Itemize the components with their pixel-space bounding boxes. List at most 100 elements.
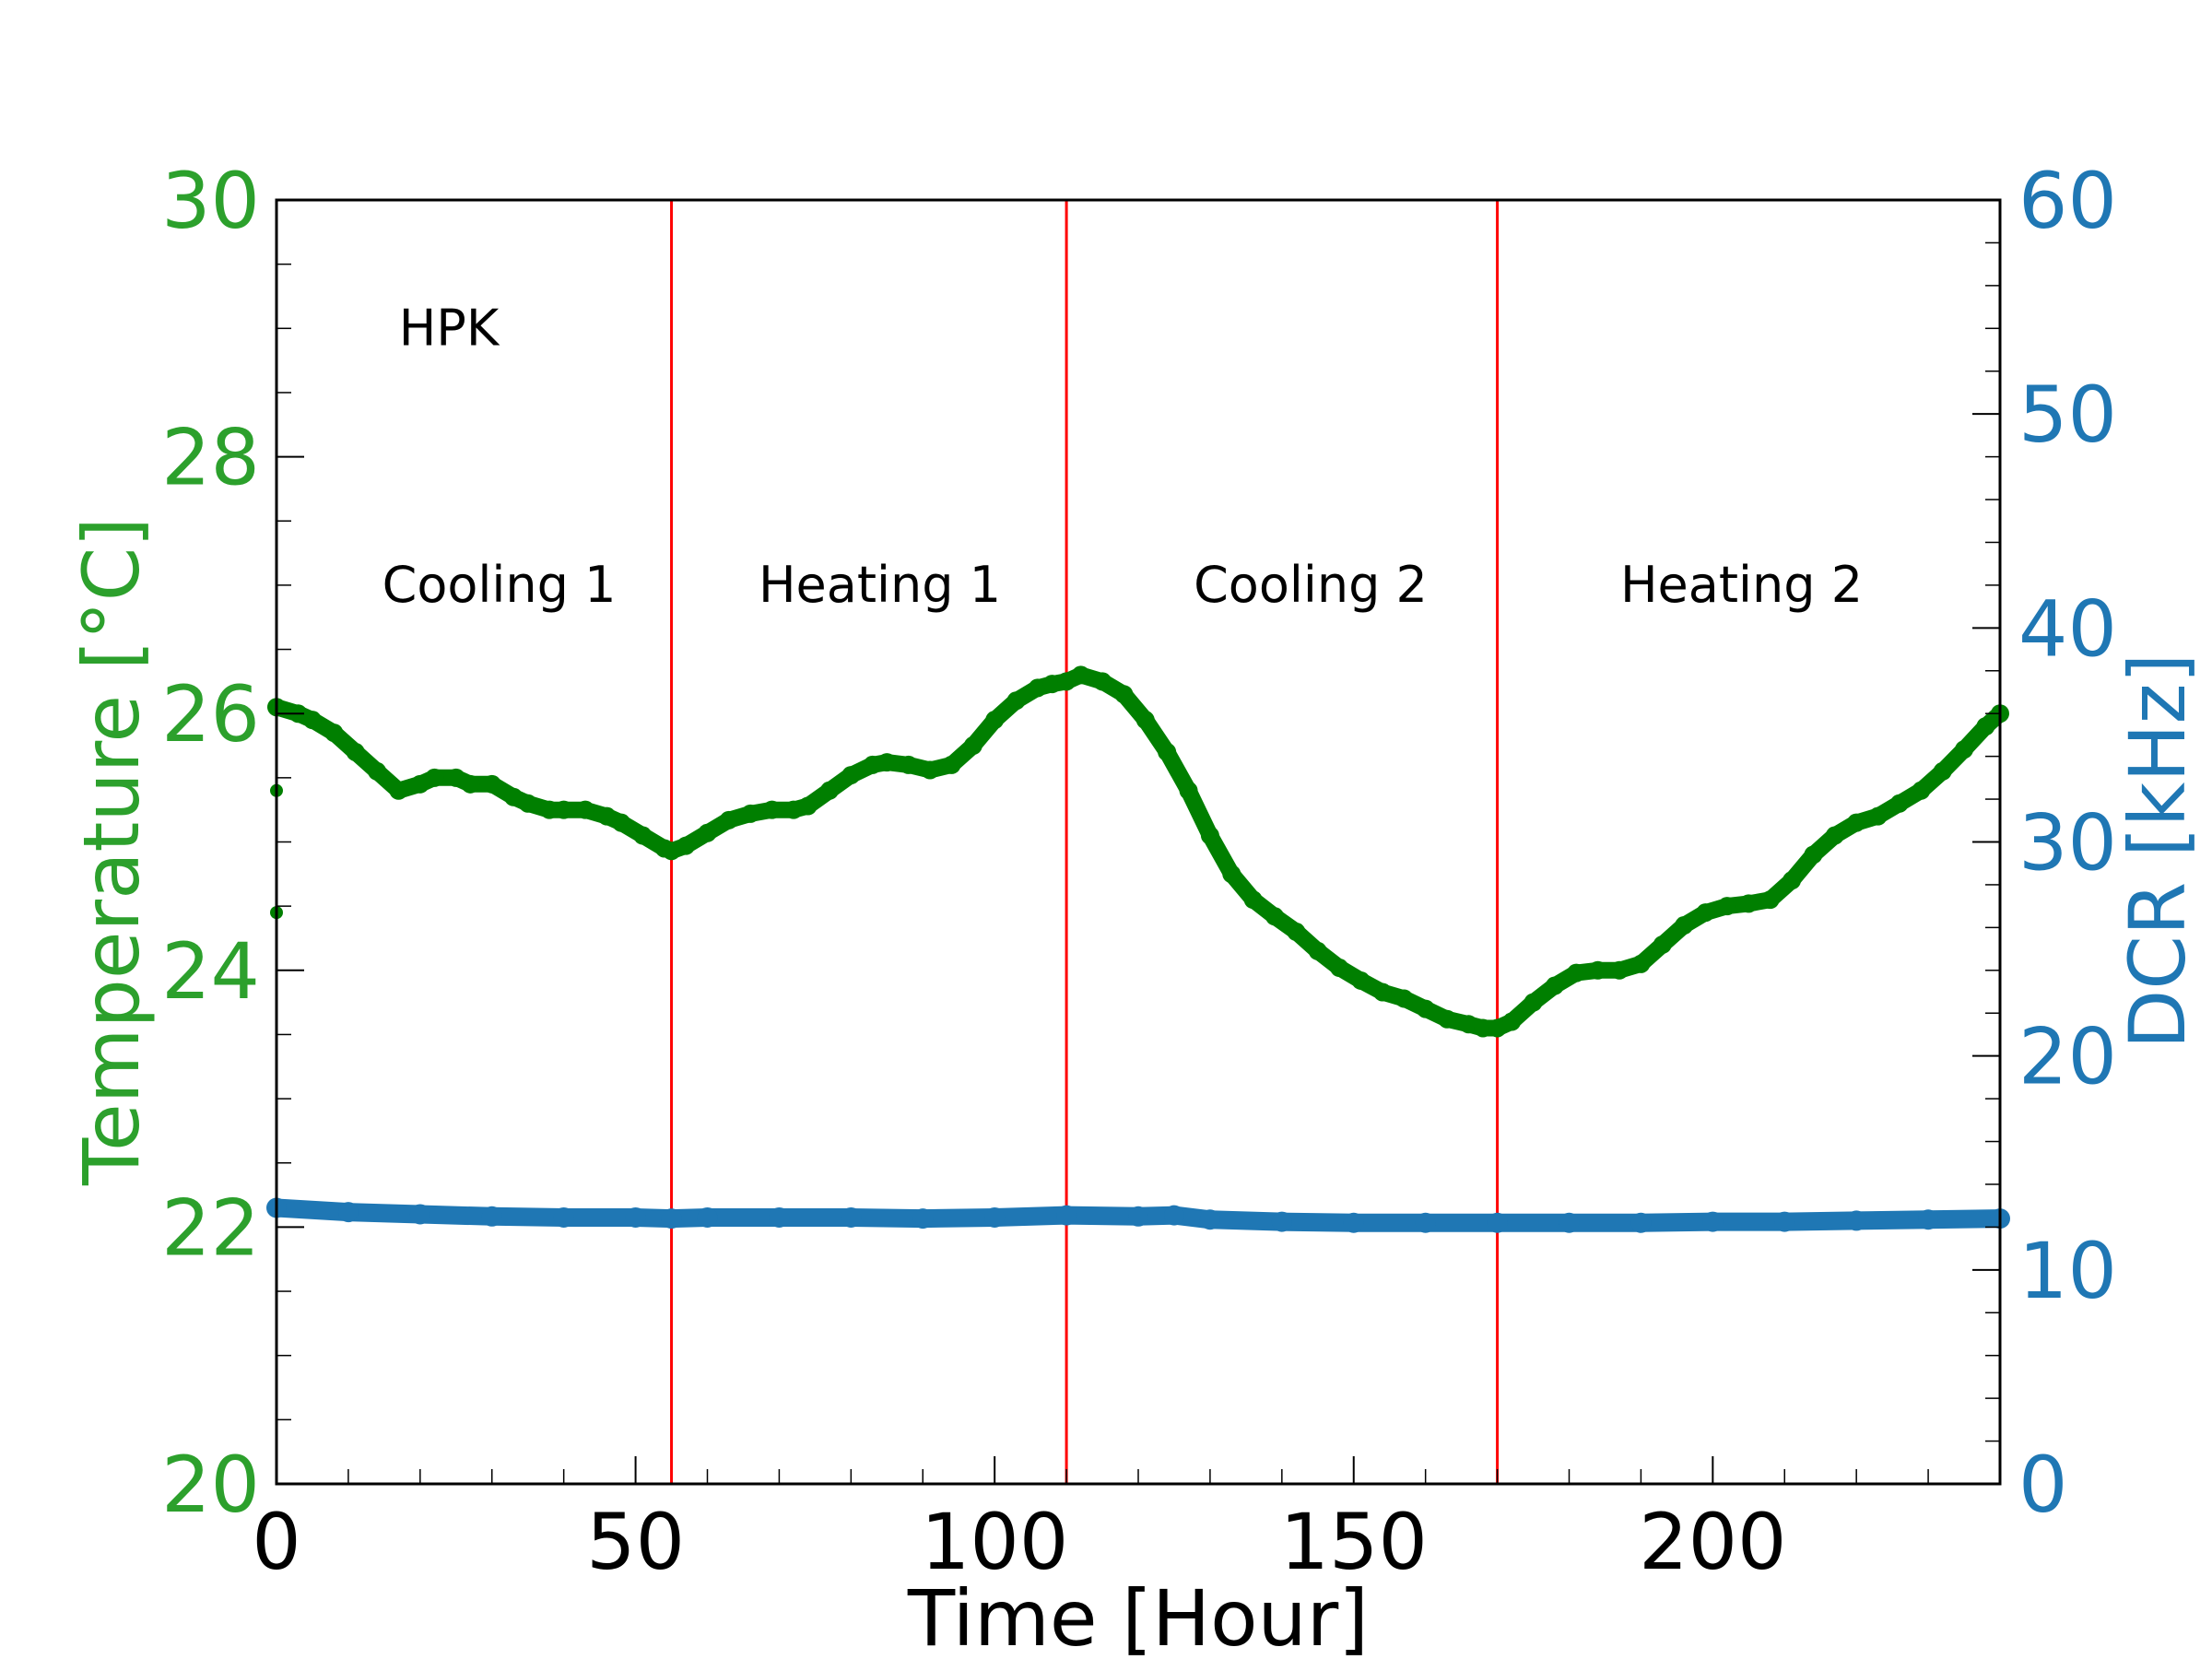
data-point-temperature [1783,871,1802,890]
data-point-temperature [877,753,897,772]
x-tick-label: 150 [1280,1497,1428,1587]
tick-marks [276,199,2001,1485]
data-point-dcr [1702,1211,1724,1232]
x-tick-label: 100 [921,1497,1068,1587]
data-point-temperature [841,766,861,785]
data-point-temperature [662,841,681,861]
data-point-temperature [1675,916,1694,935]
data-point-temperature [741,804,760,823]
data-point-temperature [1488,1018,1507,1038]
data-point-temperature [1287,923,1306,942]
data-point-temperature [1653,935,1672,954]
data-point-temperature [1502,1012,1522,1031]
data-point-temperature [1042,675,1062,694]
data-point-temperature [819,781,839,800]
x-tick-label: 200 [1639,1497,1786,1587]
data-point-temperature [389,781,408,800]
data-point-temperature [1265,907,1285,926]
data-point-temperature [1717,897,1736,916]
series-layer [266,665,2010,1233]
data-point-temperature [1933,761,1952,781]
data-point-temperature [1912,781,1931,800]
data-point-temperature [698,823,717,842]
data-point-temperature [1200,826,1219,845]
data-point-temperature [1524,993,1543,1012]
data-point-temperature [518,794,537,813]
tick-labels: 0 50 100 150 200 20 22 24 26 28 30 0 10 20 30 40 50 60 [161,156,2117,1587]
y-left-tick-label: 24 [161,926,260,1017]
annotation-3: Cooling 2 [1194,556,1428,614]
data-point-temperature [921,760,940,780]
y-left-tick-label: 28 [161,413,260,503]
data-point-temperature [1474,1018,1492,1038]
data-point-dcr [1163,1205,1184,1226]
data-point-dcr [1415,1212,1436,1233]
data-point-dcr [1774,1211,1795,1232]
x-tick-label: 50 [586,1497,685,1587]
data-point-dcr [1846,1210,1867,1231]
data-point-dcr [1559,1212,1580,1233]
data-point-temperature [1308,941,1327,960]
data-point-temperature [1330,959,1349,978]
data-point-temperature [942,755,961,774]
data-point-temperature [1804,845,1823,865]
data-point-dcr [661,1208,682,1230]
data-point-temperature [1071,665,1090,685]
data-point-temperature [1889,794,1909,813]
data-point-temperature [1825,826,1844,845]
data-point-temperature [1135,711,1155,730]
data-point-temperature [1955,740,1974,759]
data-point-temperature [302,711,322,730]
y-axis-right-title: DCR [kHz] [2112,653,2203,1050]
data-point-dcr [1056,1205,1077,1226]
annotation-1: Cooling 1 [382,556,617,614]
data-point-temperature [1222,865,1241,884]
data-point-temperature [368,761,387,781]
data-point-temperature [762,800,782,819]
data-point-dcr [1199,1209,1220,1230]
y-right-tick-label: 10 [2018,1226,2117,1316]
y-right-tick-label: 0 [2018,1440,2067,1530]
data-point-dcr [1343,1212,1364,1233]
annotation-4: Heating 2 [1620,556,1863,614]
data-point-temperature [1243,890,1263,910]
data-point-temperature [346,742,365,761]
data-point-temperature [1057,672,1077,691]
y-right-tick-label: 40 [2018,583,2117,674]
data-point-temperature [1588,960,1607,980]
y-left-tick-label: 26 [161,669,260,759]
data-point-temperature [963,736,982,756]
data-point-temperature [1868,806,1888,826]
data-point-temperature [576,800,595,819]
data-point-temperature [1545,976,1564,995]
data-point-dcr [1630,1212,1652,1233]
data-point-temperature [1372,982,1392,1002]
data-point-temperature [446,768,465,787]
data-point-temperature [677,836,696,855]
data-point-temperature [1351,971,1371,990]
annotations: HPK Cooling 1 Heating 1 Cooling 2 Heating 2 [382,299,1863,614]
data-point-temperature [425,768,444,787]
data-point-temperature [324,724,344,743]
x-axis-title: Time [Hour] [907,1573,1369,1659]
y-left-tick-label: 22 [161,1182,260,1273]
data-point-temperature [1459,1015,1478,1034]
data-point-temperature [1158,742,1177,761]
data-point-dcr [769,1206,790,1228]
data-point-dcr [841,1206,862,1228]
data-point-temperature [784,800,803,819]
y-axis-left-title: Temperature [°C] [66,517,157,1186]
data-point-dcr [481,1206,502,1227]
data-point-temperature [540,800,559,819]
data-point-temperature [798,796,818,816]
data-point-dcr [337,1202,359,1223]
y-right-tick-label: 20 [2018,1012,2117,1102]
data-point-temperature [504,787,524,806]
data-point-temperature [1114,685,1134,704]
data-point-temperature [1028,678,1047,698]
data-point-temperature [1179,781,1198,800]
data-point-dcr [1918,1209,1939,1230]
data-point-temperature [1847,813,1866,832]
